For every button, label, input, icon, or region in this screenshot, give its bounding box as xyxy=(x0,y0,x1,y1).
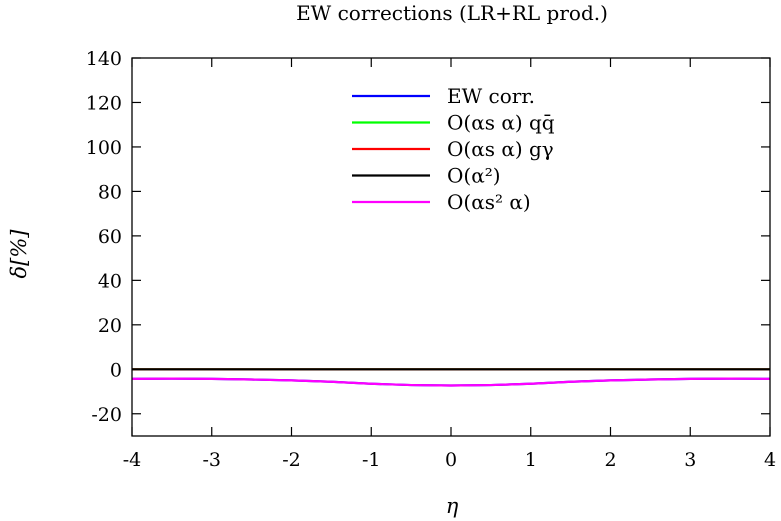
x-tick-label-7: 3 xyxy=(684,449,696,471)
y-tick-label-3: 40 xyxy=(98,270,122,292)
legend-label-3: O(α²) xyxy=(447,164,501,188)
legend-label-4: O(αs² α) xyxy=(447,190,531,214)
legend-label-2: O(αs α) gγ xyxy=(447,137,554,161)
y-tick-label-6: 100 xyxy=(86,137,122,159)
x-tick-label-8: 4 xyxy=(764,449,776,471)
x-tick-label-2: -2 xyxy=(282,449,301,471)
legend: EW corr. O(αs α) qq̄O(αs α) gγ O(α²)O(αs² … xyxy=(352,84,555,214)
series-line-4 xyxy=(131,377,771,387)
x-tick-label-0: -4 xyxy=(123,449,142,471)
x-tick-label-6: 2 xyxy=(604,449,616,471)
x-tick-label-5: 1 xyxy=(525,449,537,471)
y-tick-label-0: -20 xyxy=(91,404,122,426)
chart-title: EW corrections (LR+RL prod.) xyxy=(296,1,608,25)
plot-area xyxy=(131,368,771,387)
x-tick-label-1: -3 xyxy=(202,449,221,471)
legend-label-0: EW corr. xyxy=(447,84,535,108)
y-tick-label-2: 20 xyxy=(98,315,122,337)
y-tick-label-4: 60 xyxy=(98,226,122,248)
x-tick-label-3: -1 xyxy=(362,449,381,471)
axes: -20 0 20 40 60 80 100 120 140 -4 -3 -2 -1 0 1 2 3 4 xyxy=(86,48,776,471)
y-tick-label-5: 80 xyxy=(98,181,122,203)
x-axis-label: η xyxy=(446,494,459,518)
y-axis-label: δ[%] xyxy=(7,229,31,279)
y-tick-label-7: 120 xyxy=(86,92,122,114)
legend-label-1: O(αs α) qq̄ xyxy=(447,111,555,135)
y-tick-label-1: 0 xyxy=(110,359,122,381)
y-tick-label-8: 140 xyxy=(86,48,122,70)
x-tick-label-4: 0 xyxy=(445,449,457,471)
